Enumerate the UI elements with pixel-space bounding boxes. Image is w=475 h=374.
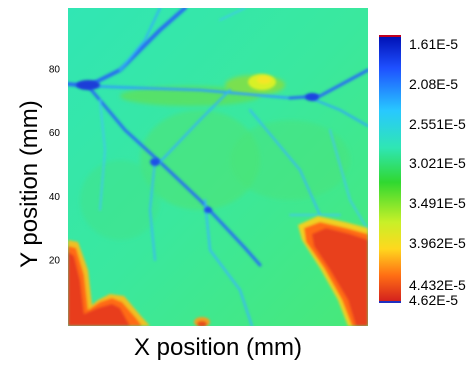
y-tick-label: 60: [49, 128, 61, 139]
colorbar-label: 4.62E-5: [409, 292, 458, 308]
colorbar-labels: 1.61E-5 2.08E-5 2.551E-5 3.021E-5 3.491E-5 3.…: [409, 36, 466, 308]
dark-blue-spots: [76, 80, 319, 213]
y-tick-labels: 80 60 40 20: [49, 65, 61, 267]
colorbar-label: 3.021E-5: [409, 155, 466, 171]
colorbar-label: 4.432E-5: [409, 277, 466, 293]
colorbar: 1.61E-5 2.08E-5 2.551E-5 3.021E-5 3.491E-5 3.…: [379, 35, 466, 308]
colorbar-label: 2.551E-5: [409, 116, 466, 132]
x-axis-label: X position (mm): [133, 334, 303, 361]
colorbar-label: 2.08E-5: [409, 76, 458, 92]
y-tick-label: 20: [49, 255, 61, 266]
yellow-hotspot: [248, 74, 276, 90]
heatmap-field: [68, 8, 368, 326]
red-regions: [68, 216, 368, 326]
y-tick-label: 40: [49, 192, 61, 203]
y-tick-label: 80: [49, 65, 61, 76]
colorbar-label: 3.962E-5: [409, 235, 466, 251]
colorbar-label: 1.61E-5: [409, 36, 458, 52]
y-axis-label: Y position (mm): [16, 100, 43, 268]
green-regions: [80, 75, 350, 240]
colorbar-label: 3.491E-5: [409, 195, 466, 211]
colorbar-gradient: [379, 36, 401, 302]
